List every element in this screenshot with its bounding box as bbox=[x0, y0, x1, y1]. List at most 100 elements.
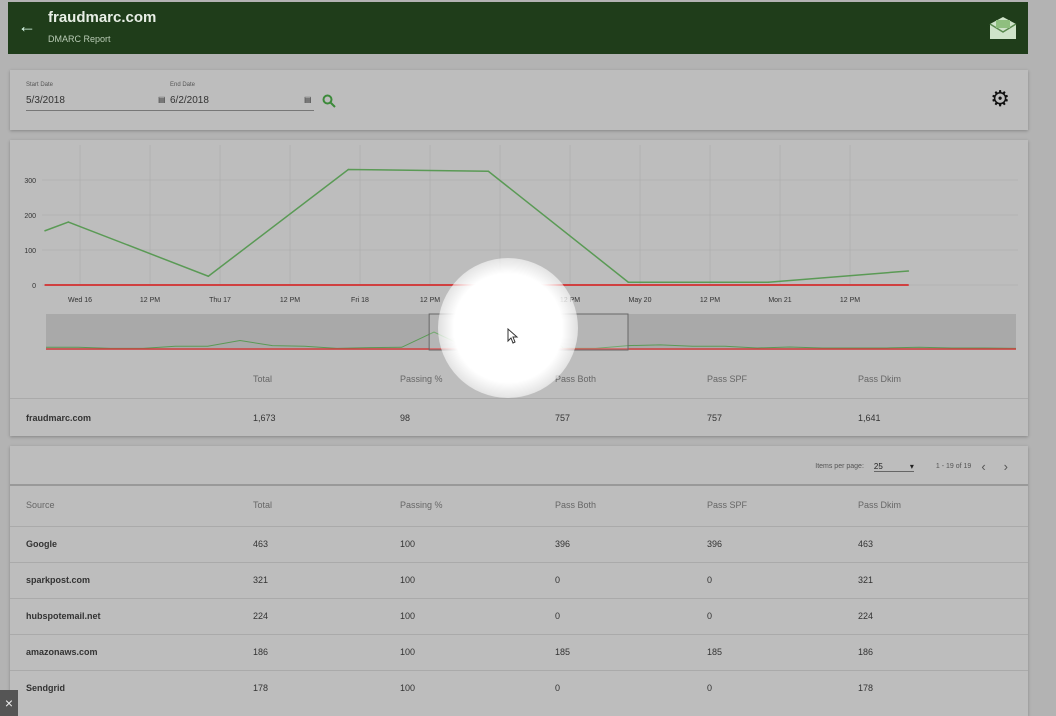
table-cell: 100 bbox=[400, 611, 416, 621]
x-tick-label: 12 PM bbox=[700, 297, 720, 304]
data-point bbox=[907, 270, 910, 272]
table-cell: Sendgrid bbox=[26, 683, 66, 693]
table-cell: amazonaws.com bbox=[26, 647, 98, 657]
summary-passing: 98 bbox=[400, 413, 411, 423]
sources-table-card: Items per page: 25 ▾ 1 - 19 of 19 ‹ › Sou… bbox=[10, 446, 1028, 716]
summary-pass-spf: 757 bbox=[707, 413, 723, 423]
table-cell: 463 bbox=[858, 539, 874, 549]
data-point bbox=[44, 229, 46, 232]
chart-card: 0 100 200 300 Wed 16 12 PM Thu 17 12 PM Fri 18 12… bbox=[10, 140, 1028, 436]
data-point bbox=[44, 284, 46, 286]
data-point bbox=[767, 281, 770, 283]
col-passing: Passing % bbox=[400, 374, 443, 384]
column-header[interactable]: Pass Dkim bbox=[858, 500, 902, 510]
table-cell: 185 bbox=[707, 647, 723, 657]
table-cell: Google bbox=[26, 539, 57, 549]
line-chart[interactable]: 0 100 200 300 Wed 16 12 PM Thu 17 12 PM Fri 18 12… bbox=[10, 140, 1028, 360]
divider bbox=[10, 398, 1028, 399]
x-tick-label: 12 PM bbox=[560, 297, 580, 304]
table-cell: 224 bbox=[253, 611, 269, 621]
items-per-page-label: Items per page: bbox=[815, 463, 864, 470]
start-date-input[interactable]: 5/3/2018 bbox=[26, 95, 65, 106]
table-cell: 100 bbox=[400, 647, 416, 657]
items-per-page-value: 25 bbox=[873, 461, 883, 471]
x-tick-label: Mon 21 bbox=[768, 297, 791, 304]
x-tick-label: Fri 18 bbox=[351, 297, 369, 304]
data-point bbox=[627, 281, 630, 283]
arrow-left-icon[interactable]: ← bbox=[18, 16, 36, 36]
col-total: Total bbox=[253, 374, 273, 384]
table-cell: 186 bbox=[858, 647, 874, 657]
search-icon[interactable] bbox=[322, 94, 336, 108]
app-header: ← fraudmarc.com DMARC Report bbox=[8, 2, 1028, 54]
table-cell: 396 bbox=[707, 539, 723, 549]
summary-pass-both: 757 bbox=[555, 413, 571, 423]
table-cell: 0 bbox=[707, 575, 713, 585]
x-tick-label: 12 PM bbox=[840, 297, 860, 304]
table-cell: 321 bbox=[858, 575, 874, 585]
page-subtitle: DMARC Report bbox=[48, 34, 111, 44]
table-cell: 0 bbox=[707, 611, 713, 621]
table-cell: 100 bbox=[400, 683, 416, 693]
divider bbox=[10, 670, 1028, 671]
column-header[interactable]: Passing % bbox=[400, 500, 443, 510]
calendar-icon[interactable]: ▤ bbox=[158, 95, 166, 104]
end-date-input[interactable]: 6/2/2018 bbox=[170, 95, 209, 106]
mouse-cursor-icon bbox=[507, 328, 519, 344]
table-cell: 463 bbox=[253, 539, 269, 549]
chevron-down-icon: ▾ bbox=[909, 461, 914, 471]
summary-domain: fraudmarc.com bbox=[26, 413, 92, 423]
start-date-label: Start Date bbox=[26, 82, 54, 88]
x-tick-label: Thu 17 bbox=[209, 297, 231, 304]
y-tick-label: 300 bbox=[24, 178, 36, 185]
next-page-button[interactable]: › bbox=[1003, 459, 1008, 474]
navigator-selection[interactable] bbox=[428, 313, 629, 351]
gear-icon[interactable]: ⚙ bbox=[990, 86, 1010, 111]
col-pass-spf: Pass SPF bbox=[707, 374, 748, 384]
column-header[interactable]: Pass SPF bbox=[707, 500, 748, 510]
divider bbox=[10, 562, 1028, 563]
data-point bbox=[207, 275, 210, 278]
divider bbox=[10, 598, 1028, 599]
divider bbox=[10, 634, 1028, 635]
date-filter-card: Start Date 5/3/2018 End Date ▤ 6/2/2018 … bbox=[10, 70, 1028, 130]
summary-pass-dkim: 1,641 bbox=[858, 413, 881, 423]
table-cell: 186 bbox=[253, 647, 269, 657]
table-cell: 396 bbox=[555, 539, 571, 549]
series-line-0 bbox=[44, 168, 909, 283]
data-point bbox=[67, 221, 70, 223]
close-icon[interactable]: × bbox=[0, 690, 18, 716]
y-tick-label: 100 bbox=[24, 248, 36, 255]
table-cell: 185 bbox=[555, 647, 571, 657]
table-cell: 0 bbox=[555, 683, 561, 693]
y-tick-label: 200 bbox=[24, 213, 36, 220]
table-cell: 321 bbox=[253, 575, 269, 585]
envelope-logo-icon bbox=[989, 17, 1017, 39]
col-pass-both: Pass Both bbox=[555, 374, 597, 384]
divider bbox=[10, 526, 1028, 527]
x-tick-label: Sat 19 bbox=[490, 297, 510, 304]
table-cell: 0 bbox=[555, 611, 561, 621]
x-tick-label: May 20 bbox=[629, 297, 652, 304]
column-header[interactable]: Total bbox=[253, 500, 273, 510]
page-title: fraudmarc.com bbox=[48, 9, 157, 26]
x-tick-label: 12 PM bbox=[420, 297, 440, 304]
data-point bbox=[907, 284, 910, 286]
divider bbox=[10, 484, 1028, 486]
table-cell: hubspotemail.net bbox=[26, 611, 101, 621]
calendar-icon[interactable]: ▤ bbox=[304, 95, 312, 104]
column-header[interactable]: Pass Both bbox=[555, 500, 597, 510]
prev-page-button[interactable]: ‹ bbox=[981, 459, 986, 474]
table-cell: 0 bbox=[555, 575, 561, 585]
end-date-label: End Date bbox=[170, 82, 196, 88]
data-point bbox=[487, 170, 490, 173]
page-range: 1 - 19 of 19 bbox=[935, 463, 972, 470]
table-cell: 178 bbox=[858, 683, 874, 693]
paginator: Items per page: 25 ▾ 1 - 19 of 19 ‹ › bbox=[815, 459, 1008, 474]
table-cell: 178 bbox=[253, 683, 269, 693]
table-cell: 100 bbox=[400, 575, 416, 585]
x-tick-label: 12 PM bbox=[140, 297, 160, 304]
column-header[interactable]: Source bbox=[26, 500, 55, 510]
items-per-page-select[interactable]: 25 ▾ bbox=[873, 461, 914, 472]
table-cell: 224 bbox=[858, 611, 874, 621]
